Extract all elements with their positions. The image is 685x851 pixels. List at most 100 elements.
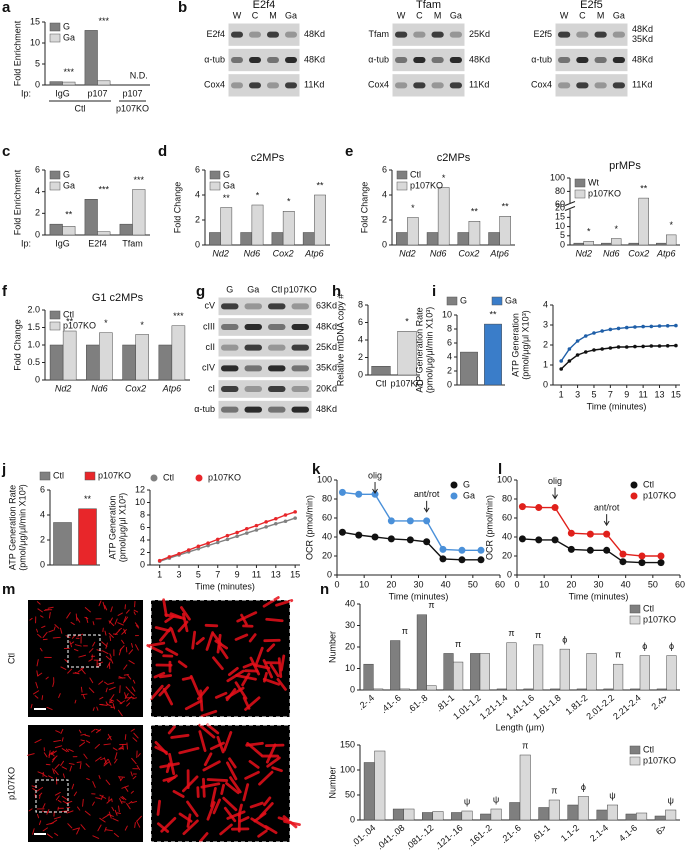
mitochondria <box>277 657 283 679</box>
data-point <box>283 513 288 517</box>
mitochondria <box>108 632 114 638</box>
mitochondria <box>53 626 56 631</box>
mitochondria <box>92 707 95 711</box>
data-point <box>586 546 594 554</box>
data-point <box>338 528 346 536</box>
zoom-box <box>35 779 69 813</box>
x-axis-label: Time (minutes) <box>587 401 647 411</box>
legend-swatch <box>39 471 51 481</box>
x-tick-label: .21-.6 <box>499 823 523 845</box>
bar <box>86 344 100 381</box>
y-tick-label: 5 <box>560 230 565 240</box>
blot-band <box>244 386 262 392</box>
bar <box>625 813 637 821</box>
significance-label: *** <box>64 67 75 77</box>
data-point <box>338 488 346 496</box>
legend-swatch <box>446 296 458 306</box>
mitochondria <box>130 771 133 777</box>
mitochondria <box>92 621 95 626</box>
mitochondria <box>92 835 100 839</box>
mitochondria <box>118 805 120 813</box>
mitochondria <box>109 635 112 642</box>
x-tick-label: p107KO <box>390 378 423 388</box>
mitochondria <box>153 671 166 679</box>
mitochondria <box>126 702 131 707</box>
panel-label: f <box>2 283 8 300</box>
mitochondria <box>177 660 188 669</box>
mitochondria <box>65 800 73 804</box>
mitochondria <box>170 733 190 739</box>
legend-label: Ga <box>223 180 235 190</box>
mitochondria <box>117 622 124 626</box>
mitochondria <box>108 759 112 766</box>
x-tick-label: 7 <box>608 389 613 399</box>
bar <box>665 809 677 821</box>
mitochondria <box>132 679 136 684</box>
mitochondria <box>100 794 104 801</box>
bar <box>484 323 502 386</box>
x-tick-label: 40 <box>621 579 631 589</box>
blot-band <box>231 57 243 63</box>
mitochondria <box>116 812 121 815</box>
mitochondria <box>105 779 111 785</box>
panel-label: d <box>158 143 167 160</box>
x-tick-label: 1.41-1.6 <box>504 693 536 722</box>
mitochondria <box>104 605 108 611</box>
mitochondria <box>99 817 106 823</box>
significance-label: *** <box>134 175 145 185</box>
bar <box>613 663 624 691</box>
y-tick-label: 6 <box>358 317 363 327</box>
legend-label: Ctl <box>163 472 174 482</box>
mitochondria <box>263 796 272 807</box>
data-point <box>477 546 485 554</box>
mitochondria <box>43 774 48 778</box>
y-tick-label: 100 <box>550 172 565 182</box>
data-point <box>244 531 249 535</box>
data-point <box>225 537 230 542</box>
mitochondria <box>95 797 101 800</box>
bar <box>443 653 454 691</box>
data-point <box>633 344 637 349</box>
mitochondria <box>117 612 123 616</box>
mitochondria <box>54 832 59 836</box>
y-axis-label: (pmol/μg/μl/min X10³) <box>424 307 434 393</box>
y-tick-label: 40 <box>322 531 332 541</box>
mitochondria <box>240 613 248 626</box>
data-point <box>254 523 259 528</box>
mitochondria <box>135 624 140 629</box>
blot-band <box>594 31 607 38</box>
mitochondria <box>80 693 88 696</box>
blot-band <box>221 386 239 392</box>
mitochondria <box>51 757 56 763</box>
row-label: α-tub <box>531 54 552 64</box>
panel-label: c <box>2 143 10 160</box>
data-point <box>215 540 220 545</box>
y-tick-label: 60 <box>502 512 512 522</box>
blot-band <box>431 57 444 63</box>
mitochondria <box>54 624 60 629</box>
data-point <box>225 533 230 538</box>
y-tick-label: 4 <box>35 186 40 196</box>
mitochondria <box>227 666 239 677</box>
panel-label: m <box>2 581 15 598</box>
x-tick-label: 13 <box>271 569 281 579</box>
mitochondria <box>118 648 122 656</box>
mitochondria <box>234 633 249 641</box>
mitochondria <box>121 639 125 645</box>
significance-label: π <box>535 630 541 640</box>
bar <box>586 653 597 691</box>
axis-break <box>565 203 575 210</box>
annotation-arrowhead <box>372 488 378 494</box>
bar <box>399 688 410 691</box>
blot-band <box>268 365 286 372</box>
mitochondria <box>112 818 119 822</box>
x-tick-label: 10 <box>359 579 369 589</box>
blot-band <box>431 82 444 89</box>
blot-band <box>291 386 309 392</box>
mitochondria <box>271 766 283 773</box>
mitochondria <box>106 798 112 804</box>
y-axis-label: ATP Generation <box>107 496 117 560</box>
blot-strip <box>227 73 301 98</box>
x-tick-label: 20 <box>386 579 396 589</box>
y-tick-label: 0 <box>447 379 452 389</box>
